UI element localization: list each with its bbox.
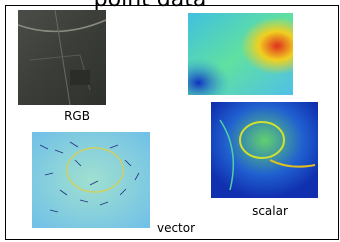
scalar-image xyxy=(211,102,318,198)
figure: point data RGB scalar vector xyxy=(0,0,340,242)
rgb-image xyxy=(18,10,106,105)
vector-label: vector xyxy=(157,221,195,235)
scalar-label: scalar xyxy=(252,204,288,218)
heatmap-image xyxy=(188,13,293,95)
rgb-label: RGB xyxy=(64,109,90,123)
title: point data xyxy=(94,0,207,12)
vector-image xyxy=(32,132,150,228)
